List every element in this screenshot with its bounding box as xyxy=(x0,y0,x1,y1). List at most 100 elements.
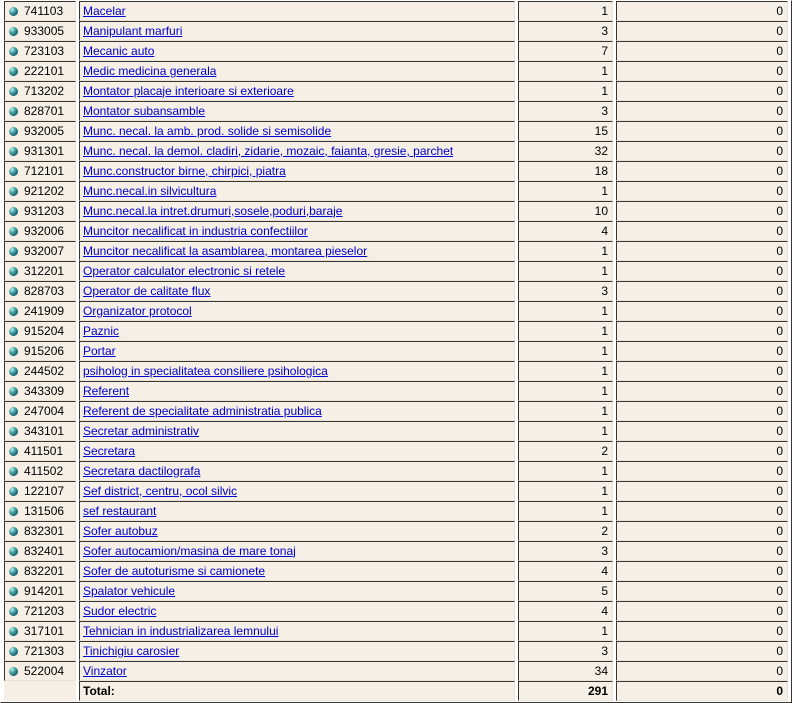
occupation-count-secondary: 0 xyxy=(616,581,788,601)
occupation-code: 723103 xyxy=(24,43,65,58)
occupation-link[interactable]: Tinichigiu carosier xyxy=(83,643,180,658)
sphere-bullet-icon xyxy=(9,206,18,216)
occupation-link[interactable]: Organizator protocol xyxy=(83,303,192,318)
occupation-code: 721203 xyxy=(24,603,65,618)
sphere-bullet-icon xyxy=(9,26,18,36)
occupation-link[interactable]: Operator de calitate flux xyxy=(83,283,211,298)
occupation-link[interactable]: Secretara dactilografa xyxy=(83,463,201,478)
sphere-bullet-icon xyxy=(9,266,18,276)
occupation-link[interactable]: Macelar xyxy=(83,3,126,18)
occupation-code-cell: 932007 xyxy=(4,241,76,261)
occupation-code-cell: 741103 xyxy=(4,1,76,21)
occupation-link[interactable]: Paznic xyxy=(83,323,120,338)
sphere-bullet-icon xyxy=(9,646,18,656)
sphere-bullet-icon xyxy=(9,466,18,476)
occupation-link[interactable]: Manipulant marfuri xyxy=(83,23,183,38)
occupation-code: 915204 xyxy=(24,323,65,338)
occupation-link[interactable]: Sofer de autoturisme si camionete xyxy=(83,563,266,578)
occupation-link[interactable]: Medic medicina generala xyxy=(83,63,217,78)
occupation-count-secondary: 0 xyxy=(616,621,788,641)
occupation-count-secondary: 0 xyxy=(616,121,788,141)
occupation-link[interactable]: Operator calculator electronic si retele xyxy=(83,263,286,278)
occupation-count-secondary: 0 xyxy=(616,341,788,361)
occupation-link[interactable]: Sofer autocamion/masina de mare tonaj xyxy=(83,543,296,558)
occupation-link[interactable]: Sudor electric xyxy=(83,603,157,618)
occupation-row: 312201 Operator calculator electronic si… xyxy=(4,261,788,281)
occupation-name-cell: Spalator vehicule xyxy=(79,581,515,601)
occupation-link[interactable]: Secretara xyxy=(83,443,136,458)
occupation-count-primary: 2 xyxy=(518,521,613,541)
occupation-count-primary: 34 xyxy=(518,661,613,681)
occupation-link[interactable]: Munc.constructor birne, chirpici, piatra xyxy=(83,163,286,178)
occupation-count-secondary: 0 xyxy=(616,161,788,181)
occupation-row: 931203 Munc.necal.la intret.drumuri,sose… xyxy=(4,201,788,221)
occupation-count-primary: 1 xyxy=(518,381,613,401)
occupation-row: 241909 Organizator protocol 1 0 xyxy=(4,301,788,321)
occupation-row: 932005 Munc. necal. la amb. prod. solide… xyxy=(4,121,788,141)
occupation-link[interactable]: Referent xyxy=(83,383,130,398)
occupation-link[interactable]: Secretar administrativ xyxy=(83,423,200,438)
occupation-code-cell: 915204 xyxy=(4,321,76,341)
occupation-code-cell: 317101 xyxy=(4,621,76,641)
occupation-row: 832201 Sofer de autoturisme si camionete… xyxy=(4,561,788,581)
occupation-count-primary: 1 xyxy=(518,421,613,441)
occupation-code: 712101 xyxy=(24,163,65,178)
occupation-link[interactable]: psiholog in specialitatea consiliere psi… xyxy=(83,363,328,378)
occupation-link[interactable]: Sofer autobuz xyxy=(83,523,158,538)
occupation-row: 932007 Muncitor necalificat la asamblare… xyxy=(4,241,788,261)
occupation-code-cell: 131506 xyxy=(4,501,76,521)
occupation-link[interactable]: Portar xyxy=(83,343,116,358)
occupation-link[interactable]: Sef district, centru, ocol silvic xyxy=(83,483,238,498)
occupation-name-cell: Paznic xyxy=(79,321,515,341)
occupation-count-secondary: 0 xyxy=(616,1,788,21)
occupation-link[interactable]: Mecanic auto xyxy=(83,43,155,58)
occupation-count-secondary: 0 xyxy=(616,181,788,201)
sphere-bullet-icon xyxy=(9,346,18,356)
occupation-row: 713202 Montator placaje interioare si ex… xyxy=(4,81,788,101)
occupation-link[interactable]: Muncitor necalificat in industria confec… xyxy=(83,223,308,238)
occupation-link[interactable]: Montator subansamble xyxy=(83,103,206,118)
occupation-link[interactable]: Munc. necal. la demol. cladiri, zidarie,… xyxy=(83,143,454,158)
occupation-row: 522004 Vinzator 34 0 xyxy=(4,661,788,681)
occupation-code: 411502 xyxy=(24,463,64,478)
sphere-bullet-icon xyxy=(9,366,18,376)
occupation-row: 411501 Secretara 2 0 xyxy=(4,441,788,461)
sphere-bullet-icon xyxy=(9,46,18,56)
occupation-count-secondary: 0 xyxy=(616,281,788,301)
sphere-bullet-icon xyxy=(9,566,18,576)
occupation-count-primary: 1 xyxy=(518,461,613,481)
occupation-link[interactable]: sef restaurant xyxy=(83,503,157,518)
sphere-bullet-icon xyxy=(9,106,18,116)
occupation-name-cell: Operator calculator electronic si retele xyxy=(79,261,515,281)
occupation-code-cell: 222101 xyxy=(4,61,76,81)
occupation-count-secondary: 0 xyxy=(616,601,788,621)
occupation-name-cell: Tinichigiu carosier xyxy=(79,641,515,661)
occupation-link[interactable]: Referent de specialitate administratia p… xyxy=(83,403,322,418)
occupation-code: 343101 xyxy=(24,423,65,438)
occupation-name-cell: Manipulant marfuri xyxy=(79,21,515,41)
sphere-bullet-icon xyxy=(9,386,18,396)
occupation-count-primary: 3 xyxy=(518,101,613,121)
occupation-link[interactable]: Vinzator xyxy=(83,663,127,678)
occupation-link[interactable]: Muncitor necalificat la asamblarea, mont… xyxy=(83,243,368,258)
occupation-count-secondary: 0 xyxy=(616,381,788,401)
occupation-name-cell: Sef district, centru, ocol silvic xyxy=(79,481,515,501)
occupation-row: 247004 Referent de specialitate administ… xyxy=(4,401,788,421)
occupation-name-cell: sef restaurant xyxy=(79,501,515,521)
occupation-link[interactable]: Munc. necal. la amb. prod. solide si sem… xyxy=(83,123,332,138)
occupation-link[interactable]: Munc.necal.in silvicultura xyxy=(83,183,217,198)
occupation-link[interactable]: Munc.necal.la intret.drumuri,sosele,podu… xyxy=(83,203,343,218)
occupation-name-cell: Vinzator xyxy=(79,661,515,681)
occupation-row: 933005 Manipulant marfuri 3 0 xyxy=(4,21,788,41)
occupation-row: 921202 Munc.necal.in silvicultura 1 0 xyxy=(4,181,788,201)
occupation-code: 915206 xyxy=(24,343,65,358)
occupation-link[interactable]: Montator placaje interioare si exterioar… xyxy=(83,83,294,98)
occupation-count-primary: 3 xyxy=(518,541,613,561)
occupation-code-cell: 721303 xyxy=(4,641,76,661)
occupation-code-cell: 931301 xyxy=(4,141,76,161)
occupation-link[interactable]: Spalator vehicule xyxy=(83,583,176,598)
occupation-count-primary: 2 xyxy=(518,441,613,461)
occupation-count-primary: 1 xyxy=(518,501,613,521)
occupation-row: 222101 Medic medicina generala 1 0 xyxy=(4,61,788,81)
occupation-link[interactable]: Tehnician in industrializarea lemnului xyxy=(83,623,279,638)
